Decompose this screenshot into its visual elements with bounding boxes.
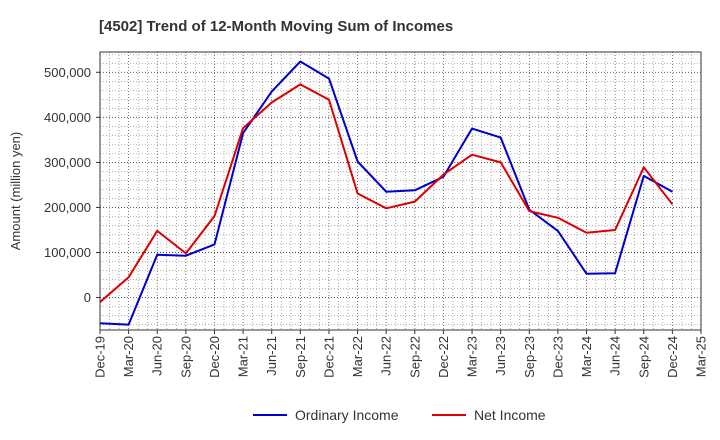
y-axis-ticks: 0 100,000 200,000 300,000 400,000 500,000 — [44, 65, 100, 305]
chart-title: [4502] Trend of 12-Month Moving Sum of I… — [99, 18, 453, 35]
y-tick-label: 400,000 — [44, 110, 91, 125]
x-tick-label: Jun-23 — [493, 336, 508, 376]
x-axis-ticks: Dec-19 Mar-20 Jun-20 Sep-20 Dec-20 Mar-21 Jun-… — [93, 330, 709, 378]
legend-label: Net Income — [474, 407, 546, 423]
x-tick-label: Mar-23 — [465, 336, 480, 377]
series-line-net-income — [99, 83, 674, 303]
x-tick-label: Mar-21 — [236, 336, 251, 377]
x-tick-label: Sep-23 — [522, 336, 537, 378]
y-tick-label: 200,000 — [44, 200, 91, 215]
y-tick-label: 100,000 — [44, 245, 91, 260]
grid — [99, 52, 702, 330]
plot-area-frame — [99, 51, 702, 331]
x-tick-label: Mar-20 — [121, 336, 136, 377]
x-tick-label: Dec-22 — [436, 336, 451, 378]
x-tick-label: Dec-21 — [321, 336, 336, 378]
x-tick-label: Jun-22 — [379, 336, 394, 376]
x-tick-label: Sep-20 — [178, 336, 193, 378]
x-tick-label: Dec-20 — [207, 336, 222, 378]
x-tick-label: Mar-24 — [579, 336, 594, 377]
y-tick-label: 0 — [84, 290, 91, 305]
x-tick-label: Jun-21 — [264, 336, 279, 376]
legend-label: Ordinary Income — [295, 407, 399, 423]
x-tick-label: Dec-24 — [665, 336, 680, 378]
x-tick-label: Dec-23 — [550, 336, 565, 378]
series-line-ordinary-income — [99, 60, 673, 326]
x-tick-label: Sep-24 — [636, 336, 651, 378]
x-tick-label: Mar-25 — [694, 336, 709, 377]
series-lines — [99, 60, 674, 326]
legend: Ordinary Income Net Income — [253, 407, 546, 423]
x-tick-label: Jun-20 — [150, 336, 165, 376]
y-tick-label: 300,000 — [44, 155, 91, 170]
x-tick-label: Mar-22 — [350, 336, 365, 377]
x-tick-label: Sep-21 — [293, 336, 308, 378]
y-tick-label: 500,000 — [44, 65, 91, 80]
x-tick-label: Dec-19 — [93, 336, 108, 378]
x-tick-label: Sep-22 — [407, 336, 422, 378]
x-tick-label: Jun-24 — [608, 336, 623, 376]
y-axis-label: Amount (million yen) — [8, 132, 23, 251]
